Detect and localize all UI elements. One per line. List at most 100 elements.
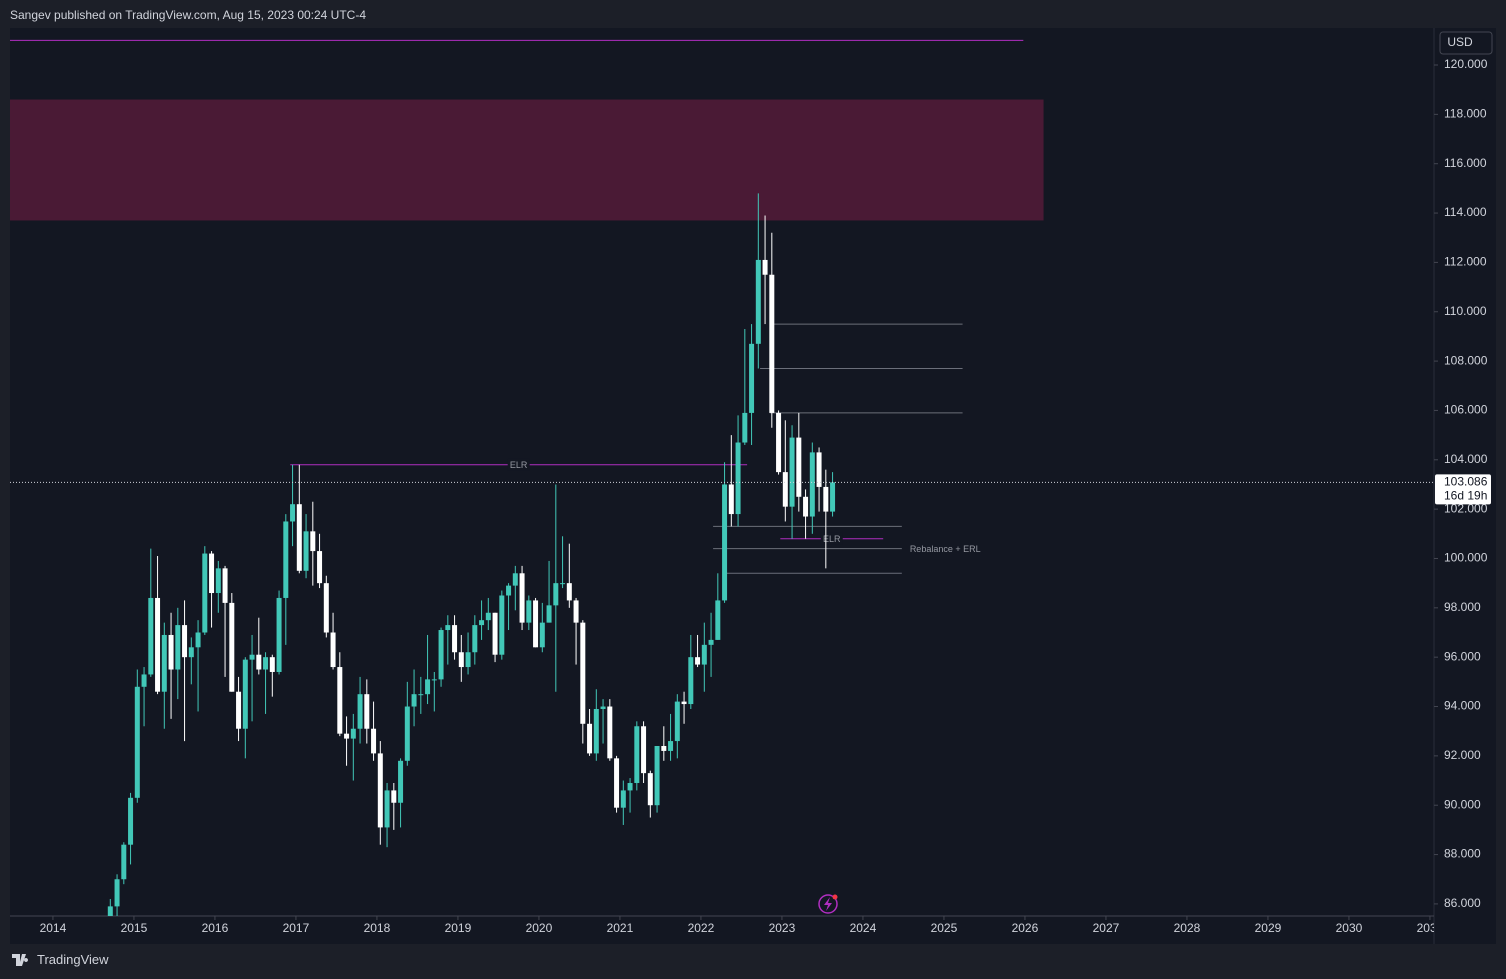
y-tick-label: 92.000 (1444, 748, 1481, 762)
candle-body (128, 797, 134, 845)
candle-body (830, 482, 836, 512)
candle-body (276, 597, 282, 672)
candle-body (114, 879, 120, 907)
candle-body (823, 486, 829, 512)
y-tick-label: 114.000 (1444, 205, 1487, 219)
y-tick-label: 112.000 (1444, 255, 1487, 269)
x-tick-label: 2017 (283, 921, 310, 935)
candle-body (209, 553, 215, 594)
candle-body (141, 674, 147, 687)
candle-body (283, 521, 289, 598)
y-tick-label: 98.000 (1444, 600, 1481, 614)
logo (12, 953, 29, 966)
candle-body (695, 657, 701, 665)
level-label: Rebalance + ERL (910, 544, 981, 554)
candle-body (222, 568, 228, 603)
candle-body (371, 728, 377, 754)
candle-body (506, 585, 512, 596)
alert-dot (832, 894, 838, 900)
level-label: ELR (510, 460, 528, 470)
currency-box[interactable] (1439, 31, 1493, 55)
candle-body (269, 657, 275, 672)
alert-icon[interactable] (818, 894, 838, 914)
candle-body (715, 600, 721, 640)
candle-body (384, 790, 390, 828)
candle-body (539, 622, 545, 648)
time-axis: 2014 2015 2016 2017 2018 2019 2020 2021 2022 2023… (40, 916, 1434, 935)
plot: ELR ELR Rebalance + ERL (10, 39, 1434, 916)
candle-body (708, 639, 714, 645)
y-tick-label: 110.000 (1444, 304, 1487, 318)
alert-bolt (824, 897, 832, 911)
candle-body (425, 679, 431, 695)
header-text: Sangev published on TradingView.com, Aug… (10, 8, 367, 22)
x-tick-label: 2014 (40, 921, 67, 935)
x-tick-label: 2019 (445, 921, 472, 935)
candle-body (398, 760, 404, 803)
candle-body (587, 723, 593, 754)
brand: TradingView (37, 952, 109, 967)
candle-body (762, 259, 768, 275)
x-tick-label: 2023 (769, 921, 796, 935)
candle-body (688, 657, 694, 705)
candle-body (681, 701, 687, 705)
candle-body (155, 597, 161, 692)
candle-body (411, 694, 417, 707)
candle-body (796, 437, 802, 497)
x-tick-label: 2029 (1255, 921, 1282, 935)
x-tick-label: 2021 (607, 921, 634, 935)
candle-body (600, 706, 606, 709)
candle-body (614, 758, 620, 808)
supply-zone (10, 99, 1044, 221)
candle-body (317, 551, 323, 584)
candle-body (215, 568, 221, 594)
candle-body (404, 706, 410, 761)
candle-body (816, 452, 822, 487)
candle-body (661, 745, 667, 751)
x-tick-label: 2030 (1336, 921, 1363, 935)
y-tick-label: 106.000 (1444, 403, 1488, 417)
last-price-label: 103.086 (1444, 475, 1488, 489)
candle-body (290, 504, 296, 522)
candle-body (350, 728, 356, 739)
candle-body (364, 694, 370, 729)
y-tick-label: 100.000 (1444, 551, 1488, 565)
y-tick-label: 116.000 (1444, 156, 1487, 170)
y-tick-label: 96.000 (1444, 649, 1481, 663)
candle-body (303, 531, 309, 571)
candle-body (168, 634, 174, 670)
candle-body (438, 630, 444, 680)
candle-body (391, 790, 397, 803)
y-tick-label: 86.000 (1444, 896, 1481, 910)
candle-body (769, 274, 775, 413)
candle-body (242, 659, 248, 729)
countdown-label: 16d 19h (1444, 489, 1487, 503)
candle-body (310, 531, 316, 552)
candle-body (377, 753, 383, 828)
level-label: ELR (823, 534, 841, 544)
footer: TradingView (12, 952, 109, 967)
candle-body (735, 442, 741, 515)
candle-body (458, 652, 464, 668)
x-tick-label: 2015 (121, 921, 148, 935)
y-tick-label: 120.000 (1444, 57, 1488, 71)
candle-body (229, 602, 235, 692)
candle-body (607, 706, 613, 759)
candle-body (296, 504, 302, 571)
candle-body (654, 745, 660, 806)
candle-body (249, 654, 255, 660)
level-label-bg (507, 458, 530, 471)
candle-body (107, 906, 113, 916)
candle-body (580, 622, 586, 724)
candle-body (175, 625, 181, 670)
candle-body (620, 790, 626, 808)
candle-body (452, 625, 458, 653)
candle-body (472, 625, 478, 653)
x-tick-label: 2024 (850, 921, 877, 935)
candle-body (749, 343, 755, 413)
candle-body (546, 605, 552, 623)
candle-body (668, 741, 674, 751)
x-tick-label: 2027 (1093, 921, 1120, 935)
candle-body (728, 484, 734, 515)
